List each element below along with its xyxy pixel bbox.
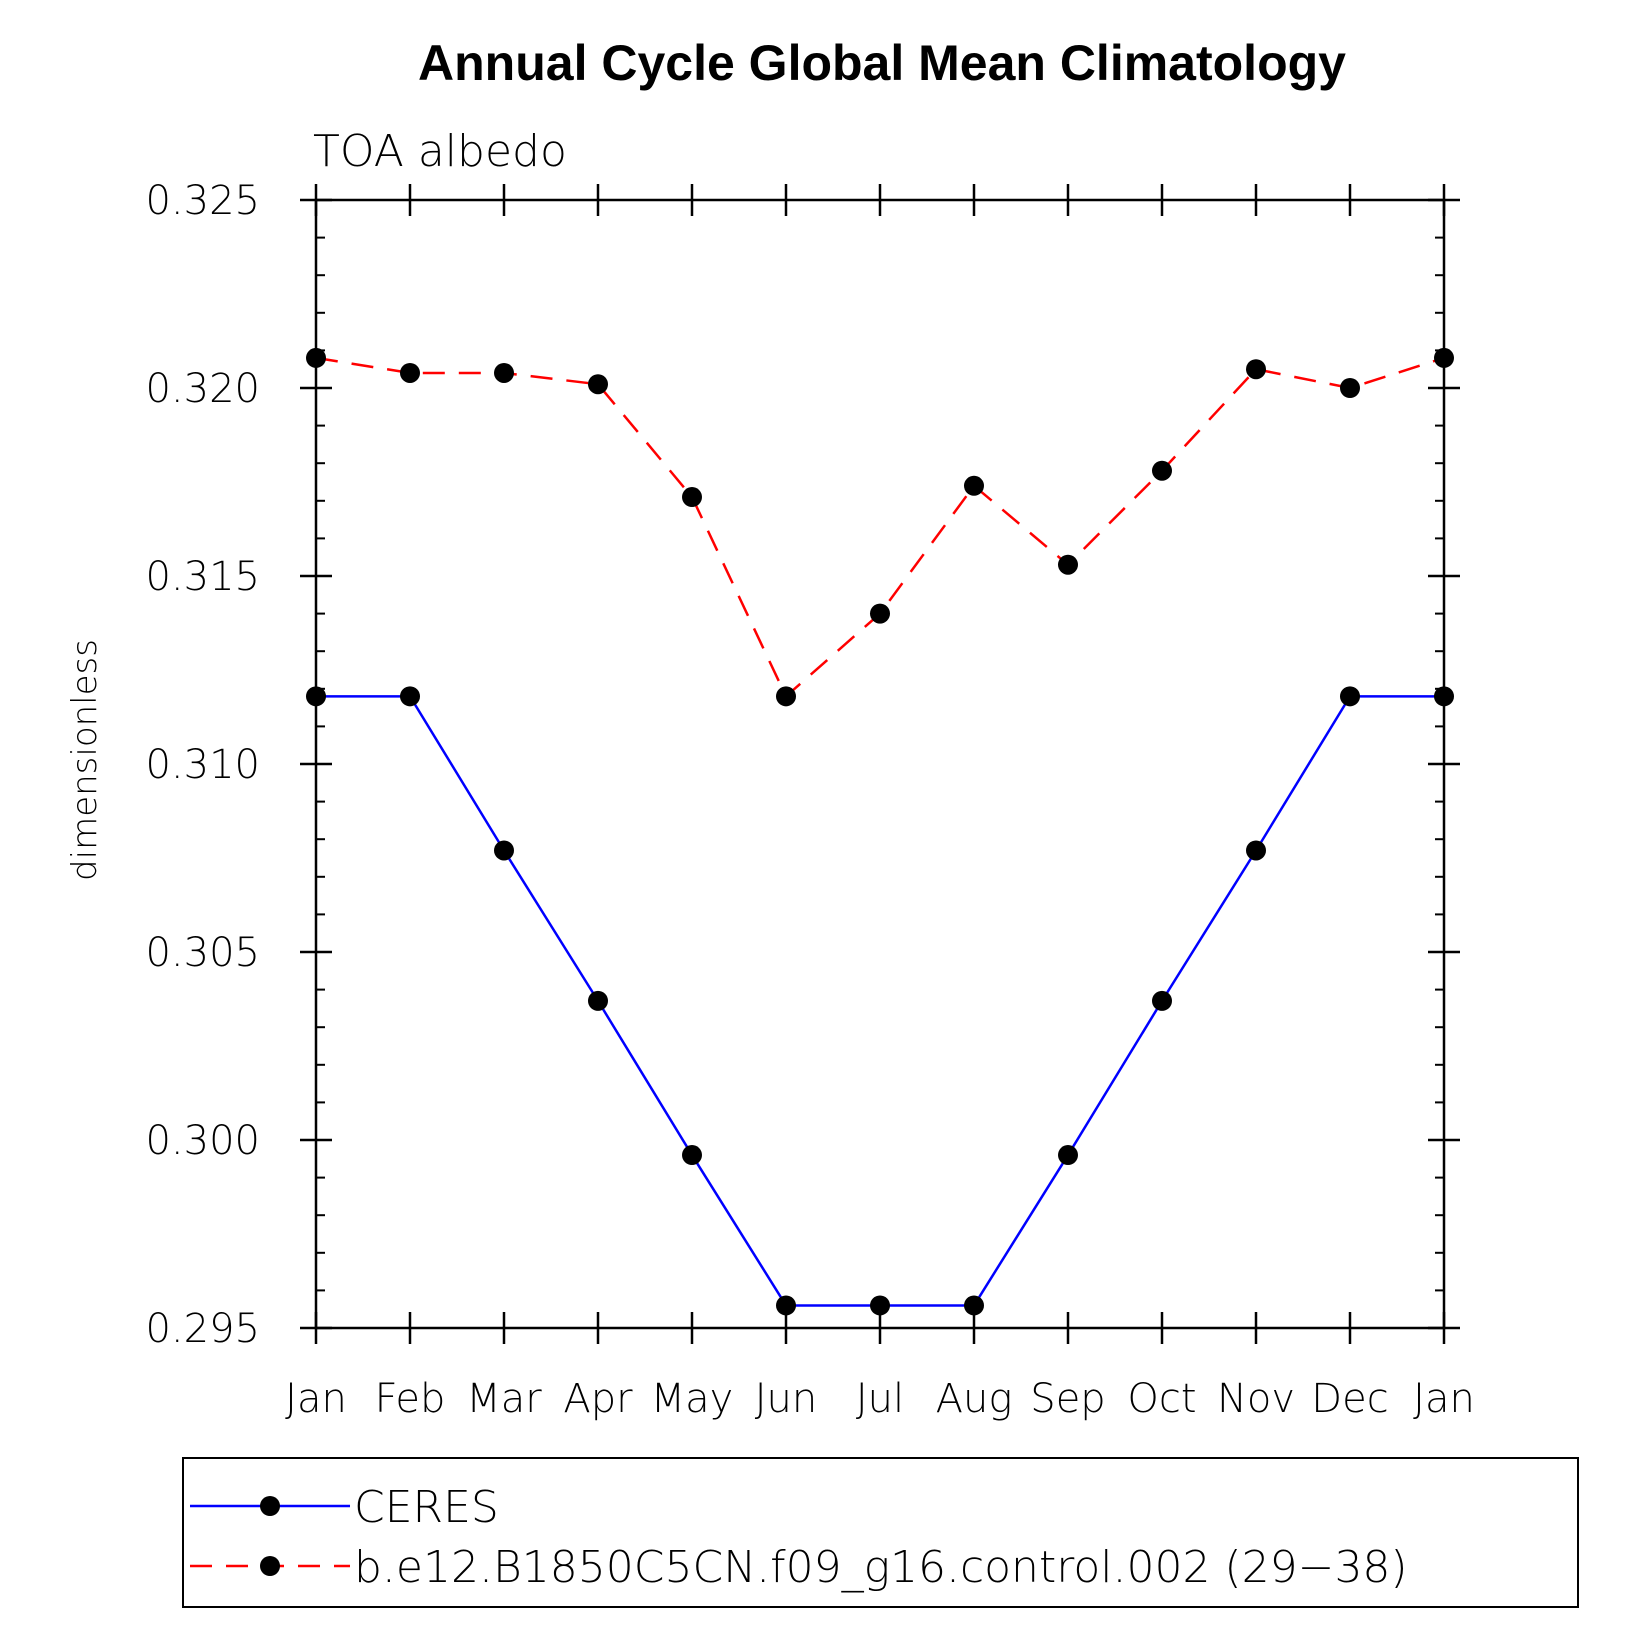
y-tick-label: 0.300 (145, 1118, 260, 1164)
data-point (964, 1295, 984, 1316)
data-point (1058, 554, 1078, 575)
data-point (776, 1295, 796, 1316)
legend-marker (260, 1496, 280, 1516)
series-2 (306, 347, 1454, 707)
legend-marker (260, 1556, 280, 1576)
x-tick-label: Dec (1311, 1376, 1388, 1422)
data-point (1340, 686, 1360, 707)
x-tick-label: Feb (375, 1376, 446, 1422)
data-point (964, 475, 984, 496)
data-point (588, 374, 608, 395)
x-tick-label: May (651, 1376, 734, 1422)
y-tick-label: 0.295 (145, 1306, 260, 1352)
axis-ticks: Jan Feb Mar Apr May Jun Jul Aug Sep Oct Nov Dec Jan 0… (145, 178, 1474, 1422)
series-line (315, 356, 1445, 699)
x-tick-label: Jan (1413, 1376, 1475, 1422)
data-point (1434, 686, 1454, 707)
data-point (1246, 359, 1266, 380)
plot-frame (314, 198, 1446, 1330)
data-point (306, 347, 326, 368)
x-tick-label: Sep (1030, 1376, 1105, 1422)
x-tick-label: Jul (856, 1376, 904, 1422)
data-point (1340, 378, 1360, 398)
data-point (1058, 1145, 1078, 1166)
data-point (494, 362, 514, 383)
y-tick-label: 0.305 (145, 930, 260, 976)
legend-label: CERES (354, 1482, 499, 1533)
data-point (400, 686, 420, 707)
data-point (870, 603, 890, 624)
data-point (1434, 347, 1454, 368)
data-point (306, 686, 326, 707)
data-point (1152, 990, 1172, 1011)
y-tick-label: 0.315 (145, 554, 260, 600)
chart-title: Annual Cycle Global Mean Climatology (418, 35, 1346, 91)
y-tick-label: 0.325 (145, 178, 260, 224)
y-tick-label: 0.320 (145, 366, 260, 412)
x-tick-label: Jan (285, 1376, 347, 1422)
data-point (1246, 840, 1266, 861)
series-1 (306, 686, 1454, 1316)
data-point (494, 840, 514, 861)
series-layer (306, 347, 1454, 1316)
x-tick-label: Aug (936, 1376, 1013, 1422)
data-point (400, 362, 420, 383)
legend: CERES b.e12.B1850C5CN.f09_g16.control.002… (182, 1457, 1579, 1608)
data-point (1152, 460, 1172, 481)
y-axis-label: dimensionless (65, 639, 105, 881)
x-tick-label: Oct (1127, 1376, 1196, 1422)
x-tick-label: Apr (563, 1376, 633, 1422)
x-tick-label: Nov (1217, 1376, 1295, 1422)
data-point (682, 1145, 702, 1166)
data-point (776, 686, 796, 707)
x-tick-label: Jun (755, 1376, 818, 1422)
data-point (588, 990, 608, 1011)
x-tick-label: Mar (466, 1376, 542, 1422)
data-point (682, 487, 702, 508)
legend-label: b.e12.B1850C5CN.f09_g16.control.002 (29−… (354, 1542, 1408, 1593)
y-tick-label: 0.310 (145, 742, 260, 788)
chart-subtitle: TOA albedo (313, 126, 567, 177)
legend-box (182, 1457, 1579, 1608)
data-point (870, 1295, 890, 1316)
series-line (316, 695, 1444, 1307)
